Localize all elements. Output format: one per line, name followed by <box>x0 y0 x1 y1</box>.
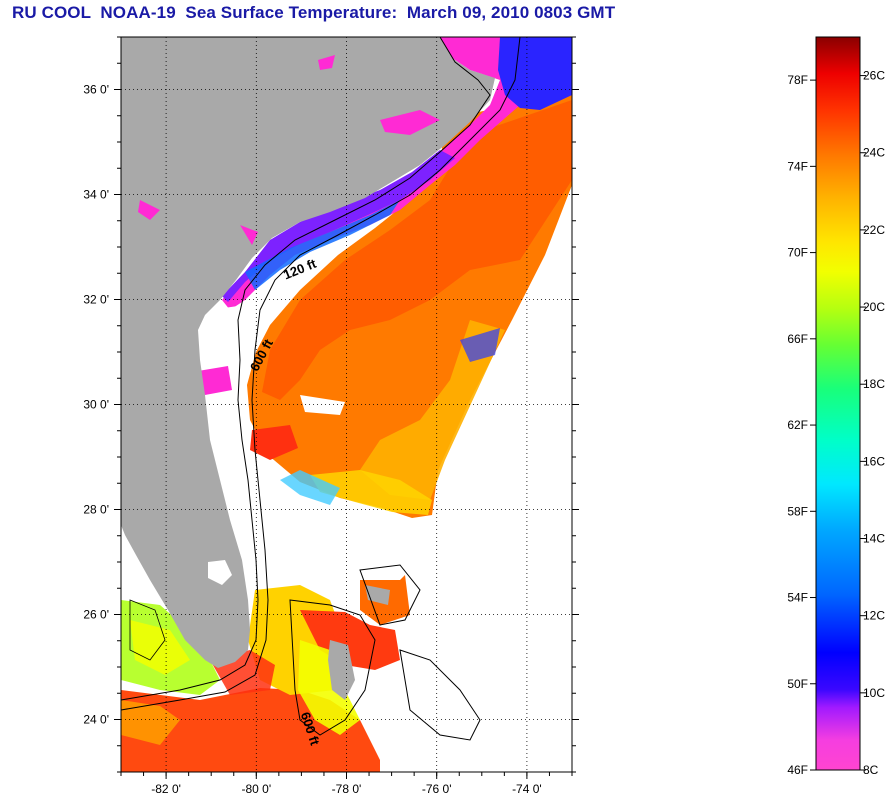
inland-water-3 <box>240 225 258 245</box>
colorbar-c-label: 22C <box>863 223 885 237</box>
cool-filament <box>460 328 500 362</box>
y-tick-label: 26 0' <box>83 608 109 622</box>
colorbar-f-label: 46F <box>787 763 808 777</box>
axis-ticks: -82 0' -80 0' -78 0' -76 0' -74 0' 36 0' 34 0'… <box>83 36 579 796</box>
x-tick-label: -76 0' <box>422 782 452 796</box>
colorbar-f-label: 78F <box>787 73 808 87</box>
x-tick-label: -82 0' <box>151 782 181 796</box>
tongue-of-ocean-warm <box>300 610 400 670</box>
colorbar-c-label: 14C <box>863 532 885 546</box>
mixed-water-south <box>310 470 432 515</box>
sst-imagery <box>121 37 572 772</box>
cloud-cover-south <box>250 528 430 585</box>
mixed-water <box>360 320 505 500</box>
y-tick-label: 32 0' <box>83 293 109 307</box>
x-tick-label: -78 0' <box>332 782 362 796</box>
grid-lines <box>121 37 572 772</box>
colorbar-f-label: 54F <box>787 591 808 605</box>
colorbar <box>815 36 861 771</box>
cold-shelf-north <box>498 37 572 110</box>
warm-eddy <box>250 425 298 460</box>
andros-island <box>328 640 355 700</box>
colorbar-c-label: 18C <box>863 377 885 391</box>
contour-bahamas <box>289 599 376 736</box>
contour-florida-bay <box>129 599 166 661</box>
y-tick-label: 36 0' <box>83 83 109 97</box>
colorbar-f-label: 62F <box>787 418 808 432</box>
great-bahama-bank <box>298 640 360 735</box>
florida-bay-yellow <box>130 620 190 675</box>
colorbar-f-label: 74F <box>787 159 808 173</box>
cool-patch <box>280 470 340 505</box>
nearshore-cold <box>222 150 455 302</box>
y-tick-label: 28 0' <box>83 503 109 517</box>
contour-600ft <box>121 37 521 711</box>
land-mass <box>121 37 495 668</box>
y-tick-label: 30 0' <box>83 398 109 412</box>
colorbar-f-label: 58F <box>787 504 808 518</box>
colorbar-c-label: 24C <box>863 146 885 160</box>
colorbar-f-label: 66F <box>787 332 808 346</box>
pamlico-sound <box>380 110 440 135</box>
contour-120ft <box>121 37 491 701</box>
lake-okeechobee <box>208 560 232 585</box>
colorbar-ticks: 78F 74F 70F 66F 62F 58F 54F 50F 46F 26C 24C 22C 20C 1… <box>787 69 885 777</box>
straits-mixed <box>121 700 180 745</box>
page-title: RU COOL NOAA-19 Sea Surface Temperature:… <box>12 3 616 22</box>
inland-water <box>318 55 335 70</box>
colorbar-f-label: 70F <box>787 246 808 260</box>
contour-east-bahamas <box>399 649 481 741</box>
x-tick-label: -74 0' <box>512 782 542 796</box>
contour-abaco <box>359 564 421 626</box>
cloud-patch <box>300 395 345 415</box>
colorbar-c-label: 12C <box>863 609 885 623</box>
colorbar-f-label: 50F <box>787 677 808 691</box>
x-tick-label: -80 0' <box>241 782 271 796</box>
colorbar-c-label: 8C <box>863 763 879 777</box>
y-tick-label: 24 0' <box>83 713 109 727</box>
y-tick-label: 34 0' <box>83 188 109 202</box>
inland-water-2 <box>138 200 160 220</box>
colorbar-c-label: 10C <box>863 686 885 700</box>
colorbar-c-label: 26C <box>863 69 885 83</box>
gulf-stream-core <box>262 100 572 400</box>
colorbar-c-label: 16C <box>863 454 885 468</box>
colorbar-c-label: 20C <box>863 300 885 314</box>
